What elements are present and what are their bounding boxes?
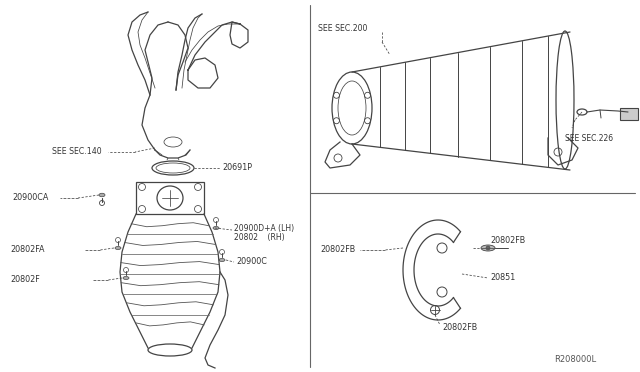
Circle shape [486, 246, 490, 250]
Text: 20802FB: 20802FB [320, 244, 355, 253]
Text: R208000L: R208000L [554, 356, 596, 365]
Ellipse shape [99, 193, 105, 197]
Text: 20802FB: 20802FB [442, 324, 477, 333]
Text: SEE SEC.140: SEE SEC.140 [52, 147, 102, 155]
Text: 20900D+A (LH): 20900D+A (LH) [234, 224, 294, 232]
Text: 20900C: 20900C [236, 257, 267, 266]
Polygon shape [620, 108, 638, 120]
Text: 20802FB: 20802FB [490, 235, 525, 244]
Ellipse shape [213, 227, 219, 230]
Ellipse shape [219, 259, 225, 262]
Text: SEE SEC.200: SEE SEC.200 [318, 23, 367, 32]
Ellipse shape [115, 247, 121, 250]
Ellipse shape [123, 276, 129, 279]
Text: 20802FA: 20802FA [10, 244, 45, 253]
Text: 20900CA: 20900CA [12, 192, 49, 202]
Text: SEE SEC.226: SEE SEC.226 [565, 134, 613, 142]
Text: 20802    (RH): 20802 (RH) [234, 232, 285, 241]
Text: 20691P: 20691P [222, 163, 252, 171]
Text: 20802F: 20802F [10, 275, 40, 283]
Text: 20851: 20851 [490, 273, 515, 282]
Ellipse shape [481, 245, 495, 251]
